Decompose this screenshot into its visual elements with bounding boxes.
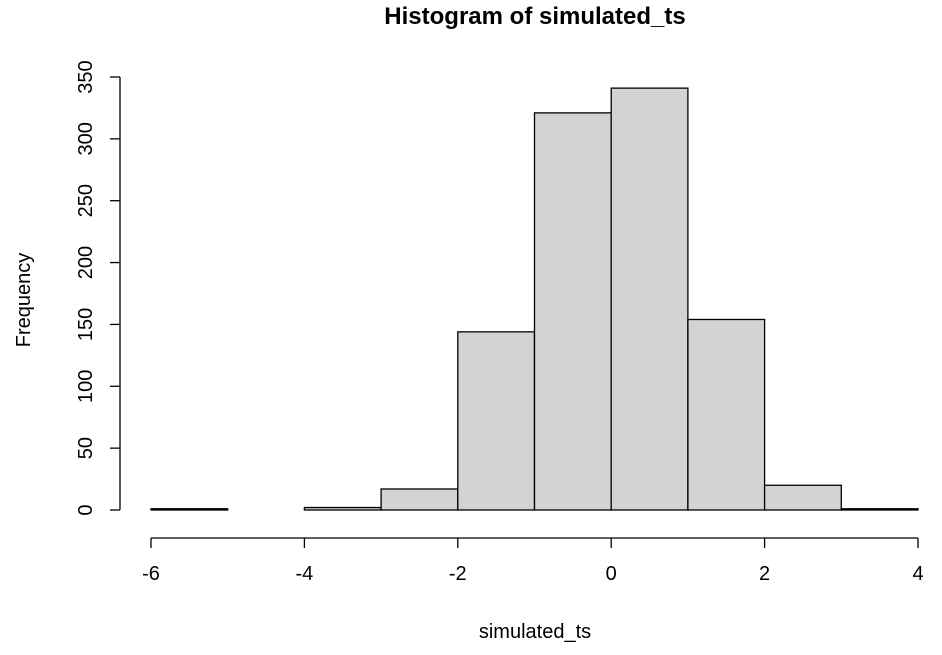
x-tick-label: 0 [606, 563, 617, 585]
histogram-bar-4 [457, 331, 536, 511]
x-axis-label: simulated_ts [479, 621, 591, 643]
y-tick-label: 100 [75, 370, 97, 403]
x-axis: -6 -4 -2 0 2 4 [142, 537, 924, 585]
chart-title: Histogram of simulated_ts [384, 3, 685, 30]
y-tick-label: 0 [75, 504, 97, 515]
histogram-bar-3 [380, 488, 459, 511]
y-tick-label: 150 [75, 308, 97, 341]
histogram-bar-2 [303, 506, 382, 511]
y-tick-label: 50 [75, 437, 97, 459]
histogram-bar-8 [763, 484, 842, 511]
x-tick-label: -6 [142, 563, 160, 585]
y-axis-label: Frequency [13, 253, 35, 348]
y-tick-label: 300 [75, 122, 97, 155]
x-tick-label: -2 [449, 563, 467, 585]
histogram-bar-0 [150, 508, 229, 511]
y-tick-label: 350 [75, 60, 97, 93]
histogram-bar-6 [610, 87, 689, 511]
x-tick-label: 2 [759, 563, 770, 585]
x-tick-label: 4 [912, 563, 923, 585]
bars-group [150, 87, 919, 511]
histogram-bar-5 [533, 112, 612, 511]
y-tick-label: 200 [75, 246, 97, 279]
y-axis: 0 50 100 150 200 250 300 350 [75, 60, 121, 516]
y-tick-label: 250 [75, 184, 97, 217]
histogram-bar-7 [687, 318, 766, 511]
x-tick-label: -4 [296, 563, 314, 585]
histogram-bar-9 [840, 508, 919, 511]
